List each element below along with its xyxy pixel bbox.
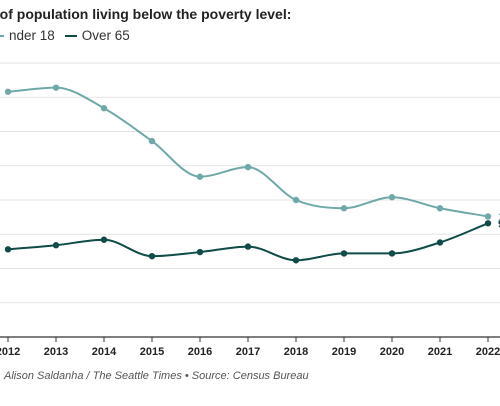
x-tick-label: 2020 — [380, 346, 404, 358]
x-tick-label: 2016 — [188, 346, 212, 358]
x-tick-label: 2012 — [0, 346, 20, 358]
data-point-over-65 — [100, 236, 108, 243]
x-tick-label: 2017 — [236, 346, 260, 358]
credit-line: Alison Saldanha / The Seattle Times • So… — [4, 370, 309, 382]
data-point-over-65 — [196, 248, 204, 256]
legend-item-over-65: Over 65 — [64, 28, 130, 43]
series-line-over-65 — [7, 222, 489, 262]
data-point-under-18 — [340, 205, 348, 212]
legend-label-under-18: nder 18 — [9, 28, 55, 43]
x-tick-label: 2019 — [332, 346, 356, 358]
x-tick-label: 2014 — [92, 346, 117, 358]
end-label-under-18: 1 — [498, 211, 500, 223]
data-point-over-65 — [436, 239, 444, 246]
legend-label-over-65: Over 65 — [81, 28, 130, 43]
data-point-over-65 — [340, 250, 348, 257]
data-point-over-65 — [484, 220, 492, 227]
legend-swatch-over-65 — [64, 34, 77, 37]
chart-title: e of population living below the poverty… — [0, 6, 292, 22]
legend-item-under-18: nder 18 — [0, 28, 55, 43]
series-line-under-18 — [7, 86, 489, 218]
data-point-under-18 — [100, 105, 108, 112]
data-point-under-18 — [292, 196, 300, 204]
data-point-under-18 — [484, 213, 492, 220]
x-tick-label: 2015 — [140, 346, 164, 358]
data-point-under-18 — [148, 137, 156, 145]
data-point-over-65 — [292, 257, 300, 264]
x-tick-label: 2021 — [428, 346, 452, 358]
data-point-over-65 — [52, 242, 60, 249]
data-point-over-65 — [148, 252, 156, 260]
data-point-under-18 — [4, 88, 12, 95]
data-point-under-18 — [52, 84, 60, 91]
data-point-under-18 — [196, 173, 204, 180]
data-point-over-65 — [244, 243, 252, 250]
data-point-under-18 — [436, 205, 444, 212]
data-point-over-65 — [4, 246, 12, 253]
data-point-under-18 — [388, 194, 396, 201]
x-tick-label: 2018 — [284, 346, 308, 358]
end-label-over-65: 9 — [498, 218, 500, 230]
legend: nder 18 Over 65 — [0, 28, 140, 43]
data-point-under-18 — [244, 163, 252, 171]
x-tick-label: 2022 — [476, 346, 500, 358]
legend-swatch-under-18 — [0, 34, 4, 37]
x-tick-label: 2013 — [44, 346, 68, 358]
data-point-over-65 — [388, 250, 396, 257]
